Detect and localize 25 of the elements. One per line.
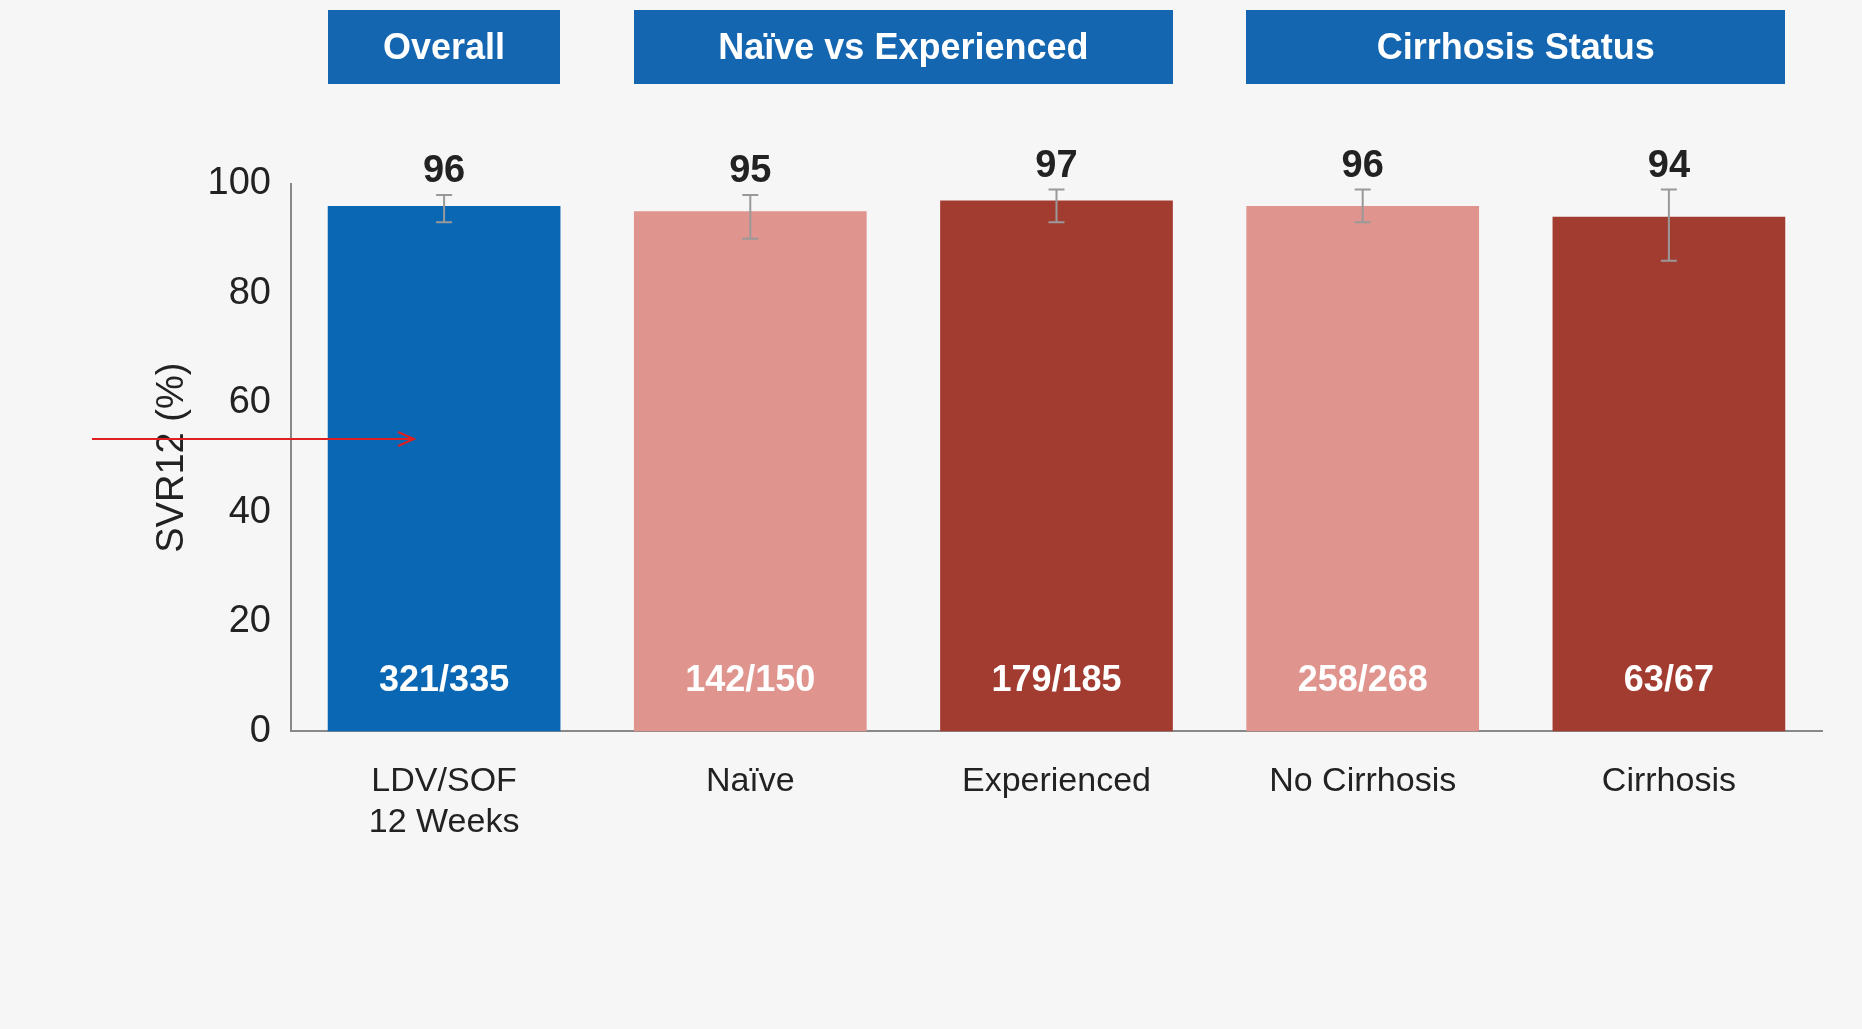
data-label: 96: [1341, 142, 1384, 185]
annotation: 142/150: [685, 658, 816, 700]
text: Overall: [327, 10, 561, 84]
y-tick-label: 80: [228, 269, 271, 312]
text: Cirrhosis Status: [1246, 10, 1786, 84]
x-tick-label: No Cirrhosis: [1269, 760, 1457, 799]
y-tick-label: 40: [228, 488, 271, 531]
data-label: 97: [1035, 142, 1078, 185]
y-axis-title: SVR12 (%): [149, 362, 192, 553]
annotation: 179/185: [991, 658, 1122, 700]
annotation: 63/67: [1623, 658, 1714, 700]
text: Naïve vs Experienced: [633, 10, 1173, 84]
annotation: 321/335: [379, 658, 510, 700]
y-tick-label: 100: [207, 160, 271, 203]
x-tick-label: LDV/SOF 12 Weeks: [368, 760, 520, 839]
data-label: 96: [422, 148, 466, 191]
y-tick-label: 20: [228, 598, 271, 641]
data-label: 95: [729, 148, 772, 191]
x-tick-label: Experienced: [961, 760, 1152, 799]
annotation: 258/268: [1297, 658, 1428, 700]
y-tick-label: 0: [249, 707, 271, 750]
x-tick-label: Naïve: [705, 760, 795, 799]
data-label: 94: [1647, 142, 1691, 185]
y-tick-label: 60: [228, 379, 271, 422]
x-tick-label: Cirrhosis: [1601, 760, 1736, 799]
